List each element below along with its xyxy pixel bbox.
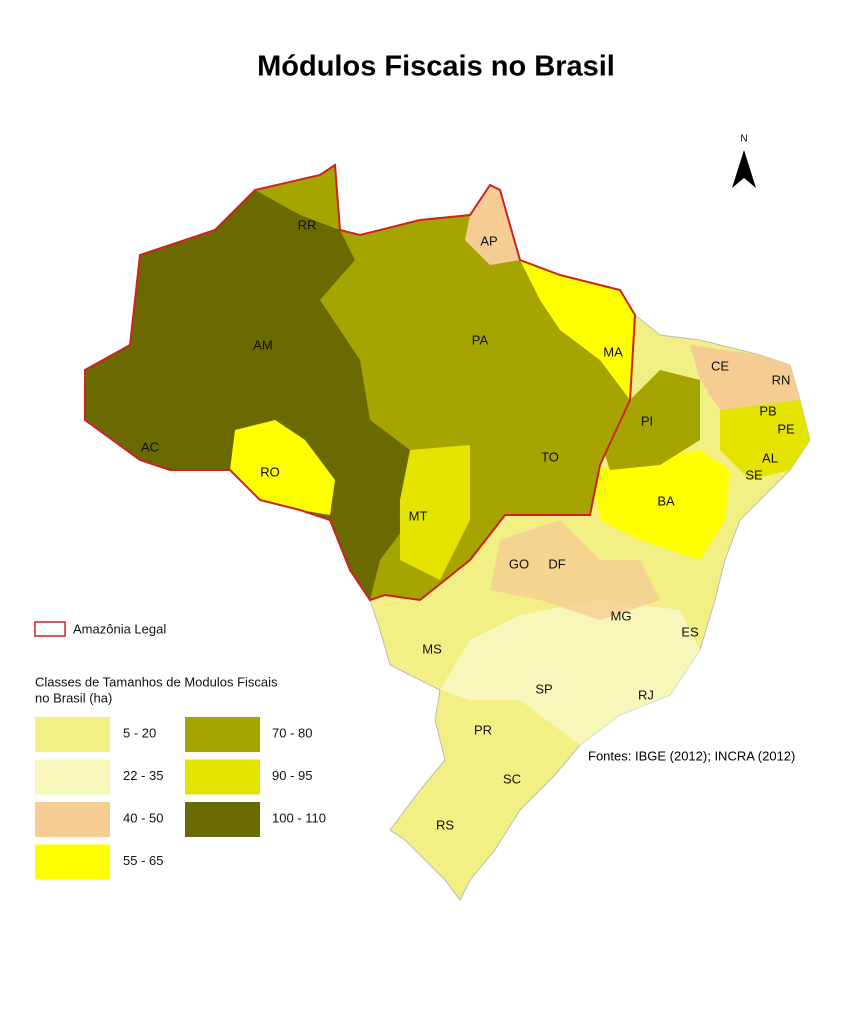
state-label: AL [762, 450, 778, 465]
legend-swatch [35, 759, 110, 795]
state-label: RR [298, 217, 317, 232]
map-title: Módulos Fiscais no Brasil [257, 51, 615, 83]
legend-label: 70 - 80 [272, 725, 312, 740]
region-ba [590, 450, 730, 560]
legend-label: 100 - 110 [272, 810, 326, 825]
state-label: CE [711, 358, 729, 373]
state-label: TO [541, 449, 559, 464]
legend-swatch [35, 844, 110, 880]
north-arrow [732, 150, 756, 188]
state-label: PE [777, 421, 795, 436]
legend-label: 5 - 20 [123, 725, 156, 740]
legend-swatch [35, 717, 110, 752]
state-label: PB [759, 403, 776, 418]
state-label: RO [260, 464, 280, 479]
legend-classes: 5 - 20 22 - 35 40 - 50 55 - 65 70 - 80 90 - 9… [35, 717, 326, 880]
region-ma [520, 260, 635, 400]
legend-swatch [185, 802, 260, 837]
region-ap [465, 185, 520, 265]
state-label: MT [409, 508, 428, 523]
state-label: MG [611, 608, 632, 623]
legend-title: no Brasil (ha) [35, 690, 112, 705]
legend-label: 90 - 95 [272, 768, 312, 783]
state-label: DF [548, 556, 565, 571]
state-label: PR [474, 722, 492, 737]
state-label: SE [745, 467, 763, 482]
region-east [720, 400, 810, 480]
legend-amazonia-label: Amazônia Legal [73, 621, 166, 636]
state-label: BA [657, 493, 675, 508]
state-label: SP [535, 681, 552, 696]
state-label: GO [509, 556, 529, 571]
state-label: ES [681, 624, 699, 639]
state-label: RS [436, 817, 454, 832]
legend-swatch [185, 717, 260, 752]
region-ce [690, 345, 800, 420]
state-label: PI [641, 413, 653, 428]
region-mt [400, 445, 470, 580]
legend-swatch [185, 759, 260, 795]
state-label: RN [772, 372, 791, 387]
state-label: AP [480, 233, 497, 248]
state-label: MS [422, 641, 442, 656]
legend-label: 55 - 65 [123, 853, 163, 868]
state-label: SC [503, 771, 521, 786]
state-label: AC [141, 439, 159, 454]
state-label: AM [253, 337, 273, 352]
legend-label: 22 - 35 [123, 768, 163, 783]
region-se [440, 600, 700, 745]
state-label: RJ [638, 687, 654, 702]
state-label: PA [472, 332, 489, 347]
source-note: Fontes: IBGE (2012); INCRA (2012) [588, 748, 795, 763]
state-label: MA [603, 344, 623, 359]
legend-amazonia-swatch [34, 621, 66, 637]
amazonia-border [84, 163, 637, 602]
legend-title: Classes de Tamanhos de Modulos Fiscais [35, 674, 278, 689]
region-ro [230, 420, 335, 515]
legend-swatch [35, 802, 110, 837]
region-pi [600, 370, 700, 470]
north-label: N [740, 134, 747, 145]
region-go [490, 520, 660, 620]
legend-label: 40 - 50 [123, 810, 163, 825]
